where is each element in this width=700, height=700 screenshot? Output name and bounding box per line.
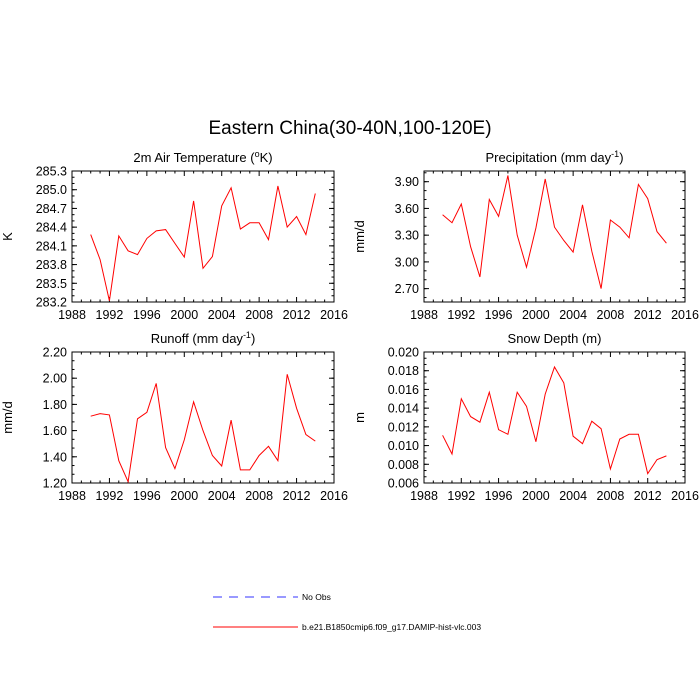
series-line-snow-depth — [442, 365, 667, 475]
x-tick-label: 2000 — [170, 489, 198, 503]
series-line-precipitation — [442, 175, 667, 289]
legend-label-no-obs: No Obs — [302, 592, 331, 602]
plot-frame — [71, 351, 335, 484]
y-tick-label: 3.90 — [395, 175, 419, 189]
series-line-temperature — [90, 185, 316, 301]
y-tick-label: 0.020 — [388, 346, 419, 360]
x-tick-label: 2008 — [597, 308, 625, 322]
panel-title-tail: K) — [260, 150, 273, 165]
series-line-runoff — [90, 374, 316, 484]
x-tick-label: 2004 — [208, 489, 236, 503]
x-tick-label: 2004 — [559, 489, 587, 503]
y-tick-label: 1.40 — [43, 450, 67, 464]
panel-title-superscript: -1 — [243, 330, 251, 340]
y-axis-label: m — [352, 412, 367, 423]
panel-title: 2m Air Temperature (oK) — [133, 149, 272, 165]
y-axis-label: K — [0, 232, 15, 241]
x-tick-label: 1988 — [58, 489, 86, 503]
y-tick-label: 285.3 — [36, 165, 67, 179]
panel-title-main: Snow Depth (m) — [508, 331, 602, 346]
y-tick-label: 1.80 — [43, 398, 67, 412]
y-tick-label: 3.00 — [395, 255, 419, 269]
y-tick-label: 284.7 — [36, 202, 67, 216]
legend-label-model: b.e21.B1850cmip6.f09_g17.DAMIP-hist-vlc.… — [302, 622, 481, 632]
panel-title-main: Precipitation (mm day — [485, 150, 611, 165]
x-tick-label: 2012 — [634, 489, 662, 503]
x-tick-label: 2012 — [634, 308, 662, 322]
panel-title-superscript: o — [255, 149, 260, 159]
y-tick-label: 0.008 — [388, 458, 419, 472]
y-tick-label: 3.60 — [395, 202, 419, 216]
x-tick-label: 2016 — [671, 308, 699, 322]
x-tick-label: 1988 — [58, 308, 86, 322]
panel-title-superscript: -1 — [611, 149, 619, 159]
panel-title: Runoff (mm day-1) — [151, 330, 256, 346]
x-tick-label: 2000 — [522, 308, 550, 322]
x-tick-label: 2000 — [170, 308, 198, 322]
y-tick-label: 0.014 — [388, 402, 419, 416]
panel-temperature: 1988 1992 1996 2000 2004 2008 2012 2016 283.2 283… — [0, 149, 348, 322]
x-tick-label: 2016 — [320, 308, 348, 322]
y-tick-label: 284.4 — [36, 221, 67, 235]
panel-runoff: 1988 1992 1996 2000 2004 2008 2012 2016 1.20 1.40… — [0, 330, 348, 503]
x-tick-label: 1992 — [96, 489, 124, 503]
x-tick-label: 1992 — [96, 308, 124, 322]
y-tick-label: 2.00 — [43, 372, 67, 386]
x-tick-label: 2008 — [597, 489, 625, 503]
x-tick-label: 2016 — [320, 489, 348, 503]
x-tick-label: 1996 — [133, 489, 161, 503]
legend: No Obs b.e21.B1850cmip6.f09_g17.DAMIP-hi… — [213, 592, 481, 632]
figure-title: Eastern China(30-40N,100-120E) — [208, 118, 491, 139]
y-tick-label: 0.012 — [388, 420, 419, 434]
y-tick-label: 285.0 — [36, 183, 67, 197]
panel-title-tail: ) — [619, 150, 623, 165]
x-tick-label: 2012 — [283, 489, 311, 503]
x-tick-label: 2016 — [671, 489, 699, 503]
y-tick-label: 3.30 — [395, 229, 419, 243]
x-tick-label: 1996 — [133, 308, 161, 322]
panel-precipitation: 1988 1992 1996 2000 2004 2008 2012 2016 2.70 3.00… — [352, 149, 699, 322]
y-tick-label: 0.006 — [388, 477, 419, 491]
x-tick-label: 2000 — [522, 489, 550, 503]
x-tick-label: 1988 — [410, 489, 438, 503]
panel-title-main: Runoff (mm day — [151, 331, 244, 346]
x-tick-label: 2012 — [283, 308, 311, 322]
x-tick-label: 1992 — [447, 308, 475, 322]
plot-frame — [423, 170, 686, 303]
plot-frame — [423, 351, 686, 484]
y-tick-label: 0.018 — [388, 364, 419, 378]
plot-frame — [71, 170, 335, 303]
y-tick-label: 1.20 — [43, 477, 67, 491]
x-tick-label: 1996 — [485, 308, 513, 322]
y-tick-label: 1.60 — [43, 424, 67, 438]
x-tick-label: 2004 — [208, 308, 236, 322]
x-tick-label: 2008 — [245, 489, 273, 503]
panel-snow-depth: 1988 1992 1996 2000 2004 2008 2012 2016 0.006 0.0… — [352, 331, 699, 503]
y-tick-label: 283.5 — [36, 277, 67, 291]
y-tick-label: 284.1 — [36, 239, 67, 253]
y-tick-label: 2.20 — [43, 346, 67, 360]
panel-title: Precipitation (mm day-1) — [485, 149, 623, 165]
panel-title-main: 2m Air Temperature ( — [133, 150, 255, 165]
y-tick-label: 2.70 — [395, 282, 419, 296]
x-tick-label: 1988 — [410, 308, 438, 322]
x-tick-label: 2008 — [245, 308, 273, 322]
x-tick-label: 1996 — [485, 489, 513, 503]
y-tick-label: 0.016 — [388, 383, 419, 397]
y-axis-label: mm/d — [0, 401, 15, 434]
y-axis-label: mm/d — [352, 220, 367, 253]
y-tick-label: 283.2 — [36, 296, 67, 310]
y-tick-label: 0.010 — [388, 439, 419, 453]
x-tick-label: 2004 — [559, 308, 587, 322]
panel-title-tail: ) — [251, 331, 255, 346]
y-tick-label: 283.8 — [36, 258, 67, 272]
panel-title: Snow Depth (m) — [508, 331, 602, 346]
x-tick-label: 1992 — [447, 489, 475, 503]
